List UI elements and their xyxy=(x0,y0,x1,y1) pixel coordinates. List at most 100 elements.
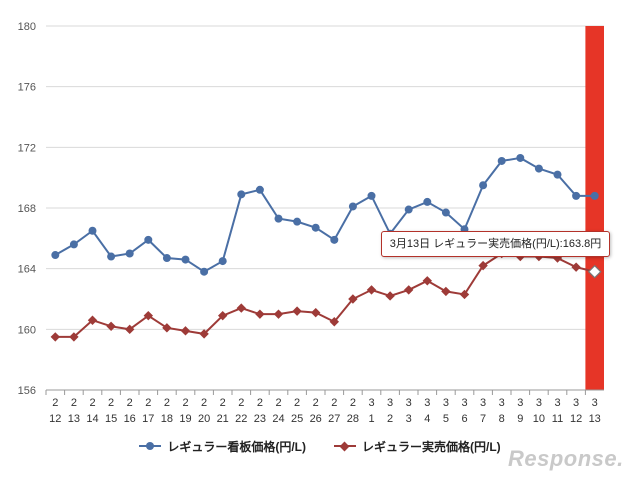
series-0-point-27[interactable] xyxy=(553,170,562,179)
x-tick-label-month-2: 2 xyxy=(89,397,95,409)
series-group xyxy=(50,153,602,342)
series-1-point-15[interactable] xyxy=(329,317,340,327)
y-tick-label-0: 156 xyxy=(18,385,36,397)
x-tick-label-month-26: 3 xyxy=(536,397,542,409)
tooltip: 3月13日 レギュラー実売価格(円/L):163.8円 xyxy=(381,231,610,257)
y-tick-label-4: 172 xyxy=(18,142,36,154)
series-1-point-10[interactable] xyxy=(236,303,247,313)
x-tick-label-month-18: 3 xyxy=(387,397,393,409)
series-1-point-18[interactable] xyxy=(385,291,395,301)
series-1-point-19[interactable] xyxy=(403,285,414,295)
x-tick-label-month-5: 2 xyxy=(145,397,151,409)
x-tick-label-month-9: 2 xyxy=(220,397,226,409)
series-0-point-19[interactable] xyxy=(404,205,413,214)
y-tick-label-6: 180 xyxy=(18,21,36,33)
x-tick-label-day-15: 27 xyxy=(328,413,340,425)
series-0-point-12[interactable] xyxy=(274,214,283,223)
series-1-point-22[interactable] xyxy=(459,289,470,300)
series-0-point-28[interactable] xyxy=(572,191,581,200)
series-1-point-17[interactable] xyxy=(366,285,377,295)
series-1-point-0[interactable] xyxy=(50,332,61,342)
x-tick-label-month-16: 2 xyxy=(350,397,356,409)
series-0-point-8[interactable] xyxy=(200,267,209,276)
series-0-point-23[interactable] xyxy=(479,181,488,190)
series-1-point-7[interactable] xyxy=(180,326,191,336)
series-0-point-20[interactable] xyxy=(423,197,432,206)
x-tick-label-month-28: 3 xyxy=(573,397,579,409)
series-0-point-2[interactable] xyxy=(88,226,97,235)
x-tick-label-month-19: 3 xyxy=(406,397,412,409)
series-1-point-11[interactable] xyxy=(255,309,265,319)
x-tick-label-day-13: 25 xyxy=(291,413,303,425)
x-tick-label-month-29: 3 xyxy=(592,397,598,409)
series-1-point-14[interactable] xyxy=(310,307,321,318)
series-line-1 xyxy=(55,252,595,338)
series-0-point-21[interactable] xyxy=(441,208,450,217)
x-tick-label-month-27: 3 xyxy=(554,397,560,409)
x-tick-label-day-26: 10 xyxy=(533,413,545,425)
y-tick-label-2: 164 xyxy=(18,264,36,276)
series-1-point-3[interactable] xyxy=(106,321,116,332)
x-tick-label-day-23: 7 xyxy=(480,413,486,425)
x-tick-label-day-18: 2 xyxy=(387,413,393,425)
series-1-point-16[interactable] xyxy=(348,294,358,304)
series-1-point-1[interactable] xyxy=(69,332,79,342)
series-1-point-6[interactable] xyxy=(162,323,172,333)
series-0-point-15[interactable] xyxy=(330,235,339,244)
series-0-point-26[interactable] xyxy=(534,164,543,173)
series-0-point-14[interactable] xyxy=(311,223,320,232)
series-1-point-13[interactable] xyxy=(292,306,302,316)
x-tick-label-month-24: 3 xyxy=(499,397,505,409)
x-tick-label-month-22: 3 xyxy=(461,397,467,409)
x-tick-label-day-29: 13 xyxy=(589,413,601,425)
x-tick-label-month-0: 2 xyxy=(52,397,58,409)
x-tick-label-day-12: 24 xyxy=(272,413,284,425)
series-1-point-28[interactable] xyxy=(571,262,581,272)
series-0-point-6[interactable] xyxy=(162,254,171,263)
series-1-point-20[interactable] xyxy=(422,276,433,286)
series-1-point-29[interactable] xyxy=(587,264,602,279)
x-tick-label-day-6: 18 xyxy=(161,413,173,425)
series-1-point-9[interactable] xyxy=(217,310,228,321)
x-tick-label-month-25: 3 xyxy=(517,397,523,409)
series-0-point-1[interactable] xyxy=(69,240,78,249)
legend-label-actual: レギュラー実売価格(円/L) xyxy=(362,439,501,454)
legend-item-signboard[interactable]: レギュラー看板価格(円/L) xyxy=(139,438,306,455)
series-1-point-21[interactable] xyxy=(441,286,451,297)
series-1-point-8[interactable] xyxy=(199,329,209,339)
series-0-point-9[interactable] xyxy=(218,257,227,266)
legend-item-actual[interactable]: レギュラー実売価格(円/L) xyxy=(334,438,501,455)
series-0-point-17[interactable] xyxy=(367,191,376,200)
x-tick-label-day-25: 9 xyxy=(517,413,523,425)
series-0-point-24[interactable] xyxy=(497,156,506,165)
highlight-band[interactable] xyxy=(585,26,604,390)
y-tick-label-3: 168 xyxy=(18,203,36,215)
series-1-point-5[interactable] xyxy=(143,310,154,321)
x-tick-label-month-21: 3 xyxy=(443,397,449,409)
series-0-point-5[interactable] xyxy=(144,235,153,244)
series-1-point-23[interactable] xyxy=(478,260,488,271)
series-0-point-13[interactable] xyxy=(293,217,302,226)
x-tick-label-day-27: 11 xyxy=(552,413,563,425)
series-1-point-12[interactable] xyxy=(273,309,284,319)
series-0-point-10[interactable] xyxy=(237,190,246,199)
y-tick-label-1: 160 xyxy=(18,324,36,336)
x-tick-label-day-5: 17 xyxy=(142,413,154,425)
series-0-point-3[interactable] xyxy=(107,252,116,261)
series-0-point-25[interactable] xyxy=(516,153,525,162)
series-0-point-7[interactable] xyxy=(181,255,190,264)
x-tick-label-day-0: 12 xyxy=(49,413,61,425)
series-0-point-16[interactable] xyxy=(348,202,357,211)
x-tick-label-day-28: 12 xyxy=(570,413,582,425)
series-1-point-2[interactable] xyxy=(87,315,98,325)
series-0-point-4[interactable] xyxy=(125,249,134,258)
series-1-point-4[interactable] xyxy=(124,324,135,335)
x-tick-label-day-22: 6 xyxy=(461,413,467,425)
series-0-point-0[interactable] xyxy=(51,251,60,260)
x-tick-label-day-21: 5 xyxy=(443,413,449,425)
series-0-point-29[interactable] xyxy=(590,191,599,200)
series-0-point-11[interactable] xyxy=(255,185,264,194)
x-tick-label-month-17: 3 xyxy=(368,397,374,409)
x-tick-label-month-3: 2 xyxy=(108,397,114,409)
